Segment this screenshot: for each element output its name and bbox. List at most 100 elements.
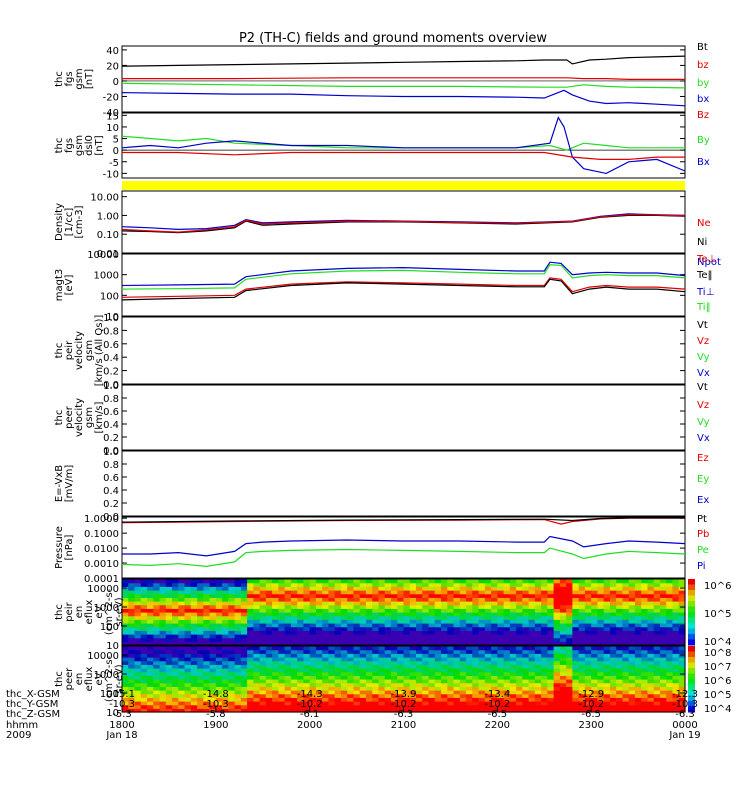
spectrogram-cell <box>215 582 223 587</box>
spectrogram-cell <box>566 637 573 642</box>
spectrogram-cell <box>422 619 430 624</box>
spectrogram-cell <box>290 615 298 620</box>
spectrogram-cell <box>422 630 430 635</box>
spectrogram-cell <box>584 637 592 642</box>
spectrogram-cell <box>616 586 624 591</box>
spectrogram-cell <box>365 604 373 609</box>
spectrogram-cell <box>628 679 636 684</box>
spectrogram-cell <box>259 653 267 658</box>
spectrogram-cell <box>466 582 473 587</box>
spectrogram-cell <box>178 590 186 595</box>
spectrogram-cell <box>347 593 355 598</box>
spectrogram-cell <box>353 637 361 642</box>
spectrogram-cell <box>353 579 361 584</box>
spectrogram-cell <box>634 597 642 602</box>
spectrogram-cell <box>315 604 323 609</box>
x-tick-label: -10.3 <box>672 699 698 710</box>
spectrogram-cell <box>222 601 229 606</box>
spectrogram-cell <box>409 660 417 665</box>
spectrogram-cell <box>159 641 167 646</box>
spectrogram-cell <box>578 582 586 587</box>
y-tick-label: -20 <box>103 92 119 103</box>
y-tick-label: 100 <box>100 622 119 633</box>
spectrogram-cell <box>453 657 461 662</box>
spectrogram-cell <box>434 686 442 691</box>
spectrogram-cell <box>390 646 398 651</box>
spectrogram-cell <box>653 604 661 609</box>
spectrogram-cell <box>215 634 223 639</box>
spectrogram-cell <box>447 686 455 691</box>
spectrogram-cell <box>272 619 279 624</box>
spectrogram-cell <box>534 634 542 639</box>
spectrogram-cell <box>559 664 567 669</box>
spectrogram-cell <box>528 630 536 635</box>
spectrogram-cell <box>628 646 636 651</box>
spectrogram-cell <box>434 693 442 698</box>
spectrogram-cell <box>409 590 417 595</box>
spectrogram-cell <box>553 612 561 617</box>
spectrogram-cell <box>422 623 430 628</box>
spectrogram-cell <box>328 704 336 709</box>
spectrogram-cell <box>140 660 148 665</box>
spectrogram-cell <box>384 590 392 595</box>
spectrogram-cell <box>553 641 561 646</box>
spectrogram-cell <box>528 679 536 684</box>
spectrogram-cell <box>484 653 492 658</box>
spectrogram-cell <box>365 626 373 631</box>
spectrogram-cell <box>422 612 430 617</box>
spectrogram-cell <box>522 701 530 706</box>
spectrogram-cell <box>666 653 674 658</box>
spectrogram-cell <box>184 649 192 654</box>
spectrogram-cell <box>422 660 430 665</box>
spectrogram-cell <box>209 697 217 702</box>
spectrogram-cell <box>434 626 442 631</box>
spectrogram-cell <box>290 686 298 691</box>
spectrogram-cell <box>178 597 186 602</box>
spectrogram-cell <box>491 623 498 628</box>
spectrogram-cell <box>553 593 561 598</box>
spectrogram-cell <box>678 657 686 662</box>
spectrogram-cell <box>578 637 586 642</box>
spectrogram-cell <box>303 682 311 687</box>
spectrogram-cell <box>234 630 242 635</box>
spectrogram-cell <box>259 626 267 631</box>
spectrogram-cell <box>428 671 436 676</box>
spectrogram-cell <box>584 630 592 635</box>
spectrogram-cell <box>228 641 236 646</box>
spectrogram-cell <box>215 701 223 706</box>
spectrogram-cell <box>528 582 536 587</box>
spectrogram-cell <box>666 686 674 691</box>
spectrogram-cell <box>509 634 517 639</box>
spectrogram-cell <box>378 693 386 698</box>
colorbar-cell <box>688 595 695 602</box>
spectrogram-cell <box>484 675 492 680</box>
spectrogram-cell <box>159 671 167 676</box>
spectrogram-cell <box>553 686 561 691</box>
spectrogram-cell <box>353 693 361 698</box>
spectrogram-cell <box>378 657 386 662</box>
spectrogram-cell <box>272 593 279 598</box>
spectrogram-cell <box>147 582 154 587</box>
colorbar-tick-label: 10^4 <box>704 637 731 648</box>
spectrogram-cell <box>503 704 511 709</box>
spectrogram-cell <box>147 601 154 606</box>
legend-label: Ne <box>697 218 711 229</box>
spectrogram-cell <box>222 586 229 591</box>
y-tick-label: 10000 <box>87 584 119 595</box>
spectrogram-cell <box>597 637 605 642</box>
spectrogram-cell <box>372 615 380 620</box>
spectrogram-cell <box>653 579 661 584</box>
spectrogram-cell <box>478 671 486 676</box>
spectrogram-cell <box>190 590 198 595</box>
spectrogram-cell <box>534 704 542 709</box>
spectrogram-cell <box>284 619 292 624</box>
x-tick-label: -13.4 <box>484 689 510 700</box>
spectrogram-cell <box>153 579 161 584</box>
panel-frame <box>121 112 686 179</box>
spectrogram-cell <box>622 690 630 695</box>
spectrogram-cell <box>653 593 661 598</box>
spectrogram-cell <box>472 708 480 713</box>
spectrogram-cell <box>678 675 686 680</box>
spectrogram-cell <box>622 623 630 628</box>
spectrogram-cell <box>384 708 392 713</box>
